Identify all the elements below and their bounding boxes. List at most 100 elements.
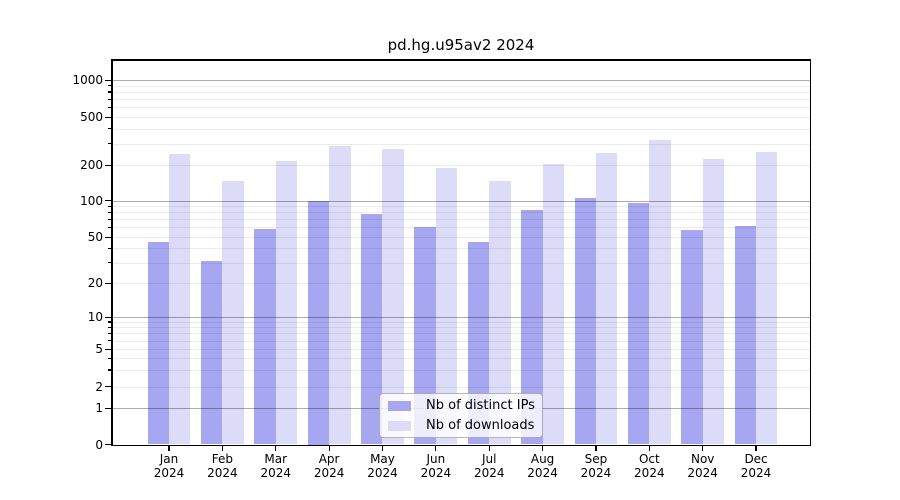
x-label-month: Jan [159, 452, 179, 466]
y-minor-tick-mark [107, 85, 111, 87]
bar-downloads-feb [222, 181, 244, 445]
x-label-year: 2024 [260, 466, 291, 480]
x-label-month: Feb [211, 452, 233, 466]
y-tick-mark [105, 348, 111, 350]
y-tick-label: 5 [95, 342, 103, 356]
x-tick-label: Oct 2024 [617, 452, 681, 480]
minor-gridline [112, 107, 810, 109]
x-label-month: Sep [584, 452, 608, 466]
legend-swatch-downloads [388, 420, 411, 431]
y-tick-label: 0 [95, 437, 103, 452]
y-tick-label: 200 [80, 158, 103, 172]
axis-spine-left [111, 59, 113, 446]
minor-gridline [112, 386, 810, 388]
minor-gridline [112, 227, 810, 229]
minor-gridline [112, 128, 810, 130]
y-tick-mark [105, 444, 111, 446]
x-tick-label: May 2024 [350, 452, 414, 480]
x-tick-label: Mar 2024 [244, 452, 308, 480]
bar-distinct-ips-dec [734, 225, 757, 445]
y-minor-tick-mark [107, 226, 111, 229]
x-label-month: Dec [744, 452, 768, 466]
y-tick-label: 1 [95, 401, 103, 415]
minor-gridline [112, 340, 810, 342]
x-tick-mark [702, 446, 704, 451]
minor-gridline [112, 206, 810, 208]
y-tick-label: 50 [87, 230, 103, 244]
minor-gridline [112, 262, 810, 264]
x-label-month: Apr [318, 452, 340, 466]
legend-item-distinct-ips: Nb of distinct IPs [380, 397, 542, 414]
x-tick-mark [488, 446, 490, 451]
x-tick-mark [328, 446, 330, 451]
y-minor-tick-mark [107, 98, 111, 100]
bar-distinct-ips-jan [147, 242, 169, 445]
legend: Nb of distinct IPs Nb of downloads [379, 393, 543, 438]
y-minor-tick-mark [107, 357, 111, 359]
y-minor-tick-mark [107, 106, 111, 108]
y-tick-mark [105, 164, 111, 166]
x-tick-label: Jul 2024 [457, 452, 521, 480]
axis-spine-right [809, 59, 811, 446]
x-label-month: Oct [638, 452, 660, 466]
y-tick-mark [105, 386, 111, 388]
x-label-year: 2024 [420, 466, 452, 480]
x-label-year: 2024 [153, 466, 185, 480]
minor-gridline [112, 237, 810, 238]
x-tick-mark [381, 446, 384, 451]
axis-spine-bottom [111, 444, 811, 446]
x-tick-mark [275, 446, 277, 451]
minor-gridline [112, 91, 810, 93]
x-tick-label: Sep 2024 [564, 452, 628, 480]
bar-downloads-jan [169, 154, 191, 445]
x-tick-mark [168, 446, 170, 451]
y-tick-mark [105, 79, 111, 81]
legend-item-downloads: Nb of downloads [380, 417, 542, 434]
y-minor-tick-mark [107, 332, 111, 335]
minor-gridline [112, 85, 810, 87]
minor-gridline [112, 212, 810, 214]
bar-downloads-oct [649, 139, 671, 445]
minor-gridline [112, 165, 810, 166]
x-tick-label: Apr 2024 [297, 452, 361, 480]
y-minor-tick-mark [107, 262, 111, 264]
bar-distinct-ips-may [361, 213, 383, 445]
y-minor-tick-mark [107, 91, 111, 93]
y-tick-label: 2 [95, 379, 103, 394]
bar-downloads-apr [329, 145, 351, 445]
y-tick-label: 1000 [72, 73, 103, 87]
x-tick-label: Jun 2024 [404, 452, 468, 480]
x-label-year: 2024 [207, 466, 238, 480]
bar-distinct-ips-aug [521, 209, 543, 445]
minor-gridline [112, 333, 810, 335]
bar-downloads-may [382, 149, 404, 445]
y-tick-label: 10 [87, 310, 103, 324]
minor-gridline [112, 143, 810, 145]
y-tick-mark [105, 282, 111, 284]
x-label-year: 2024 [367, 466, 398, 480]
y-minor-tick-mark [107, 340, 111, 342]
bar-downloads-aug [542, 163, 564, 445]
x-label-year: 2024 [473, 466, 505, 480]
major-gridline [112, 317, 810, 318]
x-label-year: 2024 [313, 466, 345, 480]
y-minor-tick-mark [107, 247, 111, 249]
x-tick-label: Dec 2024 [724, 452, 788, 480]
y-minor-tick-mark [107, 326, 111, 328]
minor-gridline [112, 349, 810, 350]
x-tick-label: Nov 2024 [671, 452, 735, 480]
minor-gridline [112, 117, 810, 118]
y-tick-label: 20 [87, 276, 103, 290]
legend-label-downloads: Nb of downloads [426, 418, 535, 433]
minor-gridline [112, 99, 810, 101]
chart-title: pd.hg.u95av2 2024 [387, 36, 535, 54]
x-tick-mark [541, 446, 544, 451]
bar-downloads-nov [702, 158, 725, 445]
y-minor-tick-mark [107, 321, 111, 323]
x-tick-mark [595, 446, 597, 451]
x-label-month: Jun [426, 452, 446, 466]
x-label-year: 2024 [527, 466, 558, 480]
minor-gridline [112, 283, 810, 284]
bar-distinct-ips-apr [307, 200, 330, 445]
